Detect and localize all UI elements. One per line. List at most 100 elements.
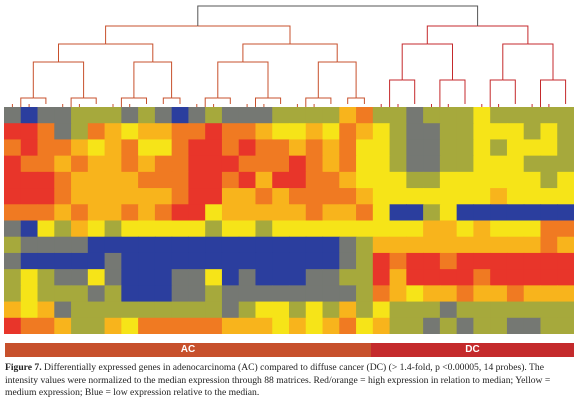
heatmap-cell: [37, 236, 55, 254]
caption-label: Figure 7.: [5, 362, 42, 373]
heatmap-cell: [305, 155, 324, 173]
heatmap-cell: [456, 123, 475, 141]
heatmap-cell: [439, 236, 458, 254]
heatmap-cell: [423, 123, 441, 141]
dendrogram-branch: [318, 97, 332, 104]
heatmap-cell: [20, 139, 39, 157]
group-label-ac: AC: [5, 343, 371, 357]
heatmap-cell: [154, 188, 173, 205]
heatmap-cell: [4, 317, 22, 334]
heatmap-cell: [87, 252, 106, 270]
caption-text: Differentially expressed genes in adenoc…: [5, 362, 551, 399]
heatmap-cell: [473, 155, 491, 173]
heatmap-cell: [104, 107, 122, 124]
dendrogram-branch: [268, 97, 282, 104]
heatmap-cell: [439, 139, 458, 157]
heatmap-cell: [255, 171, 273, 189]
heatmap-cell: [557, 252, 574, 270]
heatmap-cell: [289, 285, 307, 303]
heatmap-cell: [20, 236, 39, 254]
heatmap-cell: [473, 123, 491, 141]
heatmap-cell: [121, 220, 139, 238]
heatmap-cell: [289, 317, 307, 334]
heatmap-cell: [339, 204, 357, 222]
heatmap-cell: [71, 188, 89, 205]
heatmap-cell: [322, 204, 340, 222]
heatmap-cell: [557, 285, 574, 303]
dendrogram-branch: [83, 97, 97, 104]
heatmap-cell: [154, 252, 173, 270]
heatmap-cell: [356, 252, 374, 270]
heatmap-cell: [138, 123, 156, 141]
heatmap-cell: [138, 252, 156, 270]
heatmap-cell: [557, 269, 574, 286]
heatmap-cell: [221, 107, 240, 124]
heatmap-cell: [289, 220, 307, 238]
heatmap-cell: [71, 123, 89, 141]
heatmap-cell: [389, 188, 407, 205]
heatmap-cell: [540, 123, 558, 141]
heatmap-cell: [37, 188, 55, 205]
heatmap-cell: [473, 285, 491, 303]
heatmap-cell: [372, 285, 391, 303]
heatmap-cell: [339, 301, 357, 319]
heatmap-cell: [71, 269, 89, 286]
heatmap-cell: [104, 269, 122, 286]
heatmap-cell: [121, 171, 139, 189]
heatmap-cell: [37, 220, 55, 238]
heatmap-cell: [356, 155, 374, 173]
heatmap-cell: [490, 285, 508, 303]
heatmap-cell: [540, 188, 558, 205]
heatmap-cell: [506, 301, 525, 319]
heatmap-cell: [339, 285, 357, 303]
heatmap-cell: [322, 220, 340, 238]
heatmap-cell: [289, 171, 307, 189]
heatmap-cell: [439, 252, 458, 270]
heatmap-cell: [20, 317, 39, 334]
heatmap-cell: [372, 301, 391, 319]
heatmap-cell: [104, 188, 122, 205]
heatmap-cell: [456, 269, 475, 286]
heatmap-cell: [154, 285, 173, 303]
heatmap-cell: [305, 285, 324, 303]
heatmap-cell: [154, 139, 173, 157]
heatmap-cell: [272, 139, 290, 157]
heatmap-cell: [121, 285, 139, 303]
heatmap-cell: [20, 188, 39, 205]
heatmap-cell: [322, 252, 340, 270]
dendrogram-branch: [527, 43, 554, 80]
heatmap-cell: [54, 171, 72, 189]
heatmap-cell: [238, 317, 257, 334]
heatmap-cell: [456, 252, 475, 270]
heatmap-cell: [506, 269, 525, 286]
heatmap-cell: [389, 285, 407, 303]
heatmap-cell: [473, 301, 491, 319]
dendrogram-branch: [402, 79, 416, 104]
dendrogram-branch: [452, 79, 466, 104]
heatmap-cell: [456, 285, 475, 303]
heatmap-cell: [104, 301, 122, 319]
heatmap-cell: [506, 220, 525, 238]
heatmap-cell: [523, 171, 542, 189]
heatmap-cell: [423, 236, 441, 254]
heatmap-cell: [473, 204, 491, 222]
heatmap-cell: [289, 252, 307, 270]
heatmap-cell: [4, 220, 22, 238]
heatmap-cell: [557, 155, 574, 173]
heatmap-cell: [523, 139, 542, 157]
heatmap-cell: [322, 301, 340, 319]
heatmap-cell: [87, 220, 106, 238]
heatmap-cell: [506, 139, 525, 157]
heatmap-cell: [372, 155, 391, 173]
heatmap-cell: [305, 204, 324, 222]
heatmap-cell: [389, 123, 407, 141]
heatmap-cell: [87, 285, 106, 303]
heatmap-cell: [389, 269, 407, 286]
heatmap-cell: [71, 204, 89, 222]
heatmap-cell: [372, 188, 391, 205]
heatmap-cell: [154, 269, 173, 286]
heatmap-cell: [221, 301, 240, 319]
dendrogram-branch: [197, 25, 291, 44]
heatmap-cell: [456, 107, 475, 124]
dendrogram-branch: [255, 97, 268, 107]
